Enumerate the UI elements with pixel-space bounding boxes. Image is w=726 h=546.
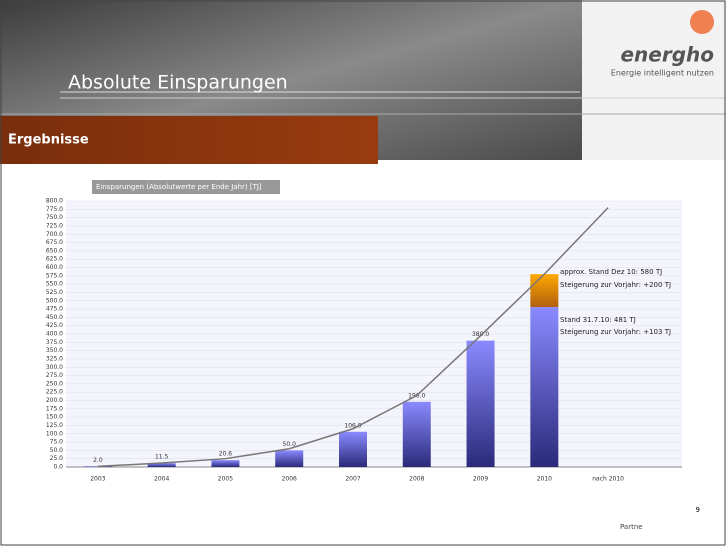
tagline: Energie intelligent nutzen: [611, 69, 714, 78]
y-tick-label: 175.0: [46, 405, 63, 412]
y-tick-label: 425.0: [46, 322, 63, 329]
page-number: 9: [696, 506, 700, 514]
slide: Absolute Einsparungen energho Energie in…: [0, 0, 726, 546]
x-tick-label: 2009: [473, 476, 488, 483]
y-tick-label: 300.0: [46, 364, 63, 371]
y-tick-label: 150.0: [46, 414, 63, 421]
y-tick-label: 600.0: [46, 264, 63, 271]
annotation: Steigerung zur Vorjahr: +103 TJ: [560, 328, 671, 336]
bar: [339, 432, 367, 467]
bar: [467, 341, 495, 467]
y-tick-label: 675.0: [46, 239, 63, 246]
y-tick-label: 100.0: [46, 430, 63, 437]
y-tick-label: 75.0: [50, 439, 64, 446]
y-tick-label: 800.0: [46, 198, 63, 205]
y-tick-label: 200.0: [46, 397, 63, 404]
y-tick-label: 350.0: [46, 347, 63, 354]
y-tick-label: 525.0: [46, 289, 63, 296]
y-tick-label: 750.0: [46, 214, 63, 221]
y-tick-label: 225.0: [46, 389, 63, 396]
x-tick-label: 2004: [154, 476, 169, 483]
data-label: 2.0: [93, 457, 103, 464]
section-title: Ergebnisse: [8, 133, 89, 148]
x-tick-label: 2003: [90, 476, 105, 483]
bar: [275, 450, 303, 467]
y-tick-label: 700.0: [46, 231, 63, 238]
chart-title: Einsparungen (Absolutwerte per Ende Jahr…: [96, 183, 262, 191]
data-label: 11.5: [155, 454, 169, 461]
bar: [403, 402, 431, 467]
y-tick-label: 0.0: [53, 464, 63, 471]
data-label: 20.6: [219, 451, 233, 458]
y-tick-label: 775.0: [46, 206, 63, 213]
annotation: Steigerung zur Vorjahr: +200 TJ: [560, 281, 671, 289]
y-tick-label: 475.0: [46, 306, 63, 313]
y-tick-label: 50.0: [50, 447, 64, 454]
y-tick-label: 325.0: [46, 355, 63, 362]
y-tick-label: 125.0: [46, 422, 63, 429]
bar: [211, 460, 239, 467]
y-tick-label: 550.0: [46, 281, 63, 288]
y-tick-label: 275.0: [46, 372, 63, 379]
x-tick-label: 2007: [345, 476, 360, 483]
logo-mark: [690, 10, 714, 34]
bar: [530, 274, 558, 307]
y-tick-label: 400.0: [46, 331, 63, 338]
y-tick-label: 375.0: [46, 339, 63, 346]
x-tick-label: nach 2010: [592, 476, 624, 483]
x-tick-label: 2008: [409, 476, 424, 483]
x-tick-label: 2010: [537, 476, 552, 483]
logo: energho: [620, 43, 714, 67]
y-tick-label: 650.0: [46, 247, 63, 254]
y-tick-label: 450.0: [46, 314, 63, 321]
annotation: approx. Stand Dez 10: 580 TJ: [560, 268, 662, 276]
annotation: Stand 31.7.10: 481 TJ: [560, 316, 636, 324]
y-tick-label: 625.0: [46, 256, 63, 263]
x-tick-label: 2006: [282, 476, 297, 483]
y-tick-label: 25.0: [50, 455, 64, 462]
y-tick-label: 725.0: [46, 222, 63, 229]
y-tick-label: 575.0: [46, 272, 63, 279]
slide-title: Absolute Einsparungen: [68, 72, 288, 94]
footer-text: Partne: [620, 523, 643, 531]
y-tick-label: 250.0: [46, 380, 63, 387]
x-tick-label: 2005: [218, 476, 233, 483]
y-tick-label: 500.0: [46, 297, 63, 304]
bar: [530, 307, 558, 467]
